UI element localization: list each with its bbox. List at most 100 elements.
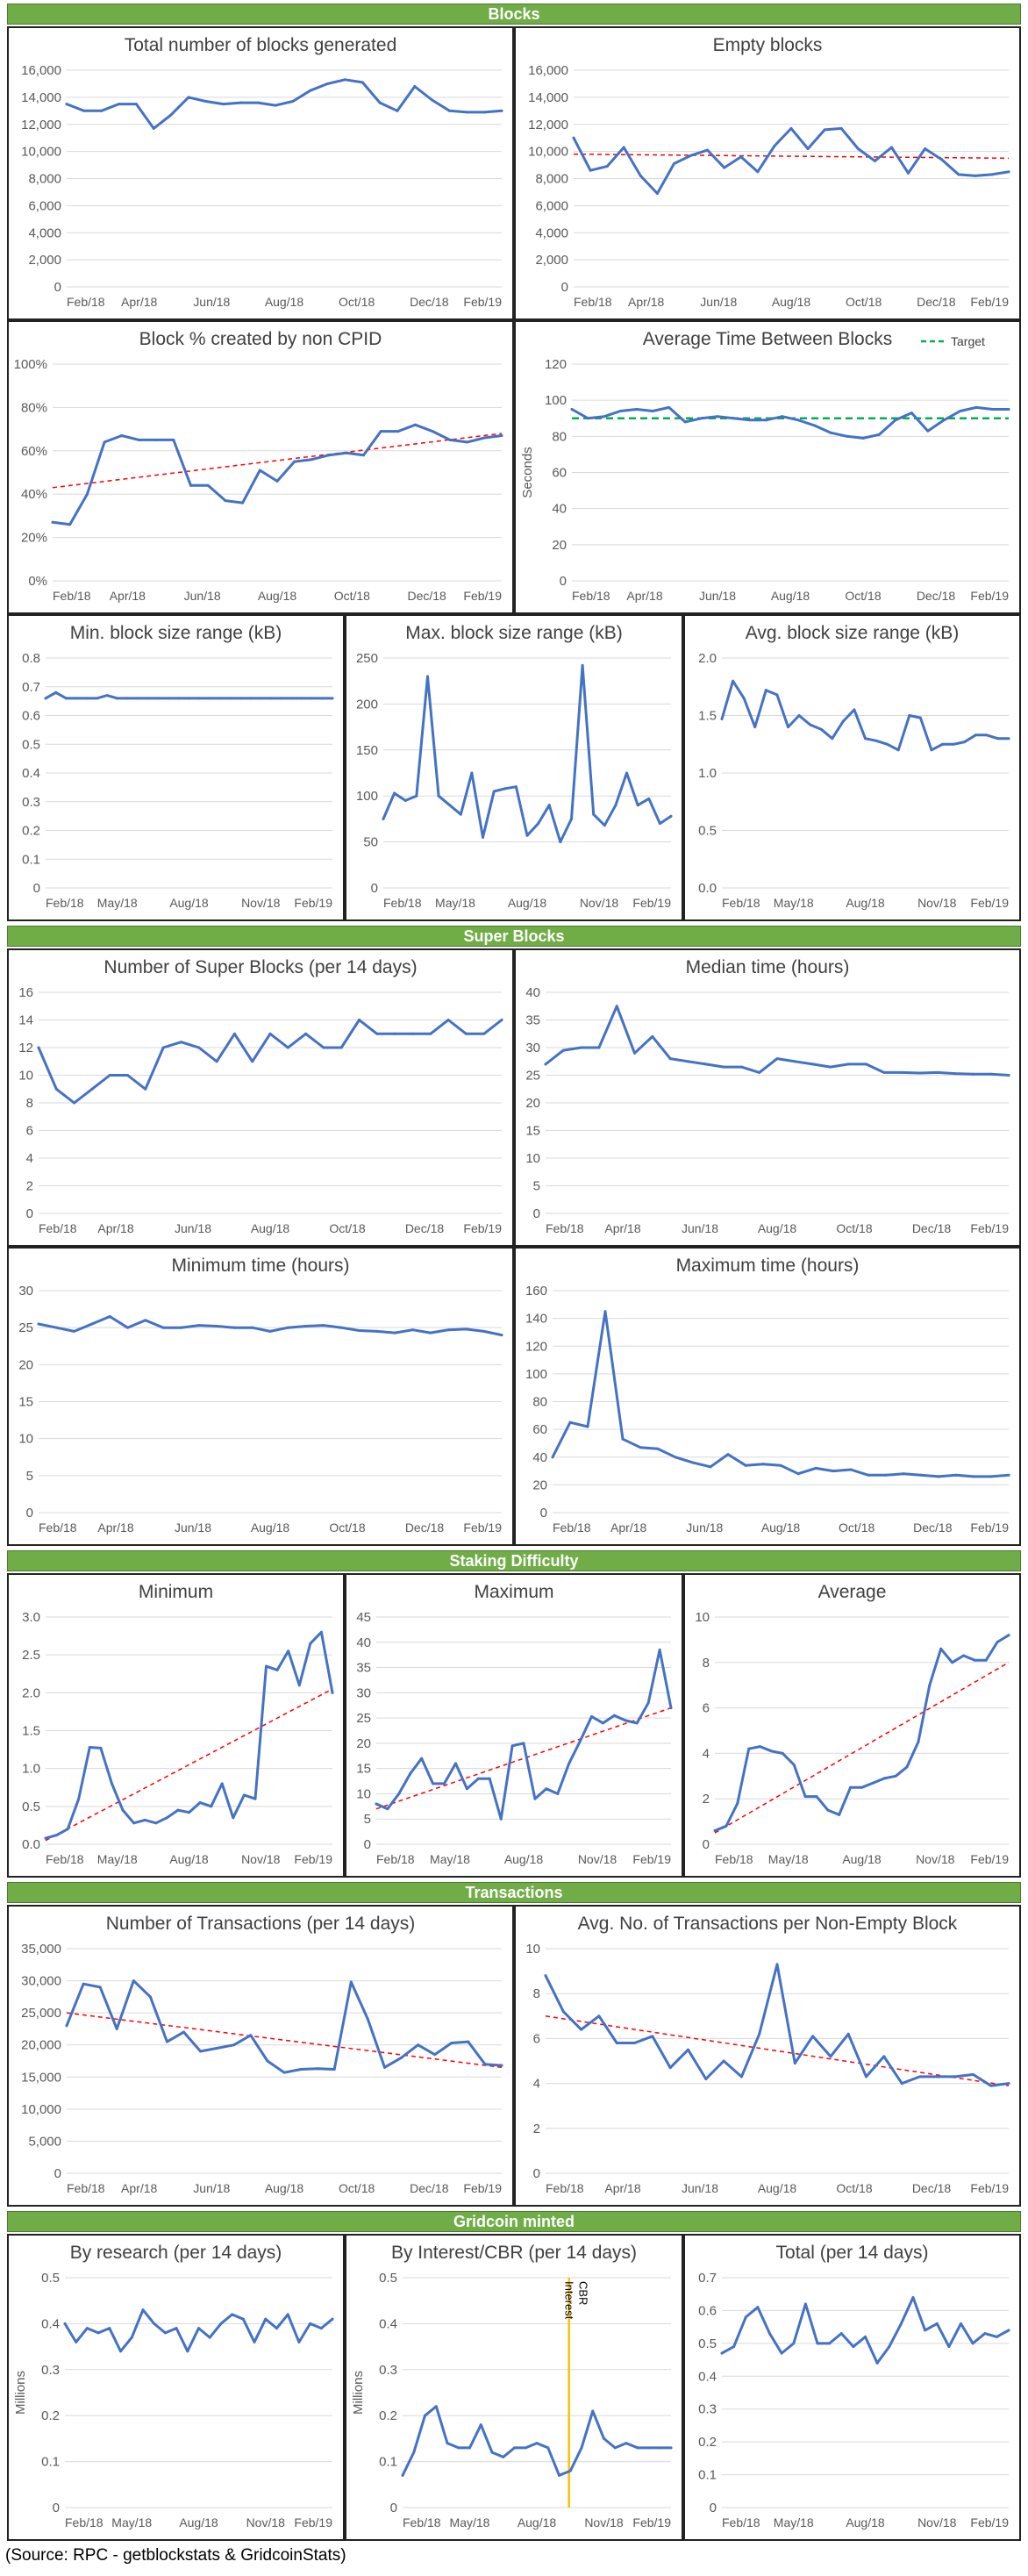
y-tick-label: 0.7 <box>698 2271 717 2286</box>
data-point <box>156 697 160 700</box>
data-point <box>669 2446 673 2450</box>
data-point <box>849 1468 853 1471</box>
data-point <box>849 1785 853 1789</box>
y-tick-label: 0.2 <box>41 2408 60 2423</box>
y-tick-label: 0.2 <box>379 2408 397 2423</box>
y-tick-label: 0 <box>26 1506 33 1521</box>
data-point <box>972 1475 975 1478</box>
data-point <box>310 458 313 462</box>
data-point <box>558 2473 560 2477</box>
data-point <box>95 697 98 700</box>
x-tick-label: Oct/18 <box>339 295 375 309</box>
data-point <box>647 2446 650 2450</box>
data-point <box>208 697 211 700</box>
data-point <box>320 697 324 700</box>
data-point <box>781 415 784 419</box>
data-point <box>65 2024 68 2028</box>
data-point <box>1007 737 1010 741</box>
y-tick-label: 15 <box>18 1395 33 1410</box>
y-tick-label: 0 <box>53 2501 60 2515</box>
data-point <box>569 817 573 820</box>
data-point <box>465 111 468 114</box>
data-point <box>126 1074 130 1077</box>
data-point <box>415 794 418 798</box>
data-point <box>568 1420 572 1424</box>
x-tick-label: Feb/19 <box>970 295 1009 309</box>
x-tick-label: Nov/18 <box>584 2515 624 2529</box>
chart-block-pct-noncpid: Block % created by non CPID 0% 20% 40% 60% 80… <box>7 320 514 614</box>
data-point <box>853 708 856 712</box>
x-tick-label: Aug/18 <box>251 1221 290 1235</box>
data-point <box>924 2329 927 2332</box>
data-point <box>597 2014 601 2018</box>
data-point <box>470 771 474 775</box>
x-tick-label: Jun/18 <box>682 1221 718 1235</box>
data-point <box>182 2030 186 2034</box>
chart-plot: 0 2 4 6 8 10 Feb/18 May/18 Aug/18 Nov/18 Feb/19 <box>695 1610 1010 1866</box>
y-tick-label: 6 <box>533 2031 540 2046</box>
y-tick-label: 40 <box>525 985 540 1000</box>
y-tick-label: 200 <box>356 697 378 712</box>
data-point <box>775 693 779 697</box>
chart-plot: 0 20 40 60 80 100 120 Feb/18 Apr/18 Jun/18 Aug/18 O… <box>520 334 1010 603</box>
y-tick-label: 16 <box>18 985 33 1000</box>
data-point <box>917 1071 921 1075</box>
y-tick-label: 1.5 <box>698 709 717 724</box>
data-point <box>424 2414 426 2417</box>
y-tick-label: 60% <box>21 444 47 459</box>
data-point <box>476 1777 480 1780</box>
data-point <box>68 523 72 526</box>
data-point <box>580 1046 583 1049</box>
data-point <box>856 147 860 151</box>
data-point <box>959 410 962 413</box>
data-point <box>304 1324 308 1327</box>
data-point <box>846 1063 850 1066</box>
data-point <box>464 1327 468 1331</box>
x-tick-label: Aug/18 <box>265 295 304 309</box>
data-point <box>216 2046 219 2050</box>
chart-num-super-blocks: Number of Super Blocks (per 14 days) 0 2 4 6… <box>7 948 514 1247</box>
y-tick-label: 35 <box>525 1013 540 1028</box>
data-point <box>502 2455 505 2458</box>
x-tick-label: Feb/19 <box>463 2181 502 2195</box>
y-tick-label: 20% <box>21 531 47 546</box>
trend-line <box>573 153 1010 160</box>
data-point <box>386 1807 389 1811</box>
chart-plot: 0 2,000 4,000 6,000 8,000 10,000 12,000 14,000 1… <box>528 63 1010 309</box>
x-tick-label: Oct/18 <box>329 1221 365 1235</box>
chart-title: Maximum <box>474 1582 554 1602</box>
y-tick-label: 0.5 <box>22 1800 40 1814</box>
y-tick-label: 0.3 <box>379 2363 397 2378</box>
data-point <box>603 1310 607 1313</box>
data-point <box>242 1793 246 1797</box>
y-tick-label: 50 <box>363 835 378 850</box>
y-tick-label: 8,000 <box>28 172 61 187</box>
data-point <box>667 405 671 409</box>
data-point <box>886 742 889 746</box>
data-point <box>742 697 746 700</box>
data-point <box>1007 2082 1010 2086</box>
trend-line <box>45 1688 333 1842</box>
y-tick-label: 0 <box>26 1206 33 1221</box>
data-point <box>823 128 826 132</box>
data-point <box>134 103 138 106</box>
data-point <box>85 2327 89 2330</box>
data-point <box>154 438 158 441</box>
chart-plot: 0 5 10 15 20 25 30 35 40 45 Feb/18 May/18 Aug/18 Nov/… <box>356 1610 673 1866</box>
y-tick-label: 5 <box>26 1469 33 1484</box>
data-point <box>100 109 104 112</box>
x-tick-label: Aug/18 <box>179 2515 218 2529</box>
data-point <box>928 1684 932 1687</box>
y-tick-label: 0 <box>533 2166 540 2181</box>
data-point <box>546 2446 550 2450</box>
data-point <box>744 1463 747 1467</box>
data-point <box>686 2048 689 2051</box>
data-point <box>635 1721 639 1725</box>
data-point <box>753 726 757 729</box>
y-tick-label: 0.6 <box>698 2303 717 2318</box>
x-tick-label: Feb/19 <box>970 1221 1009 1235</box>
data-point <box>947 2345 951 2349</box>
chart-title: Block % created by non CPID <box>139 329 382 349</box>
x-tick-label: Feb/18 <box>376 1852 415 1866</box>
data-point <box>503 787 507 791</box>
